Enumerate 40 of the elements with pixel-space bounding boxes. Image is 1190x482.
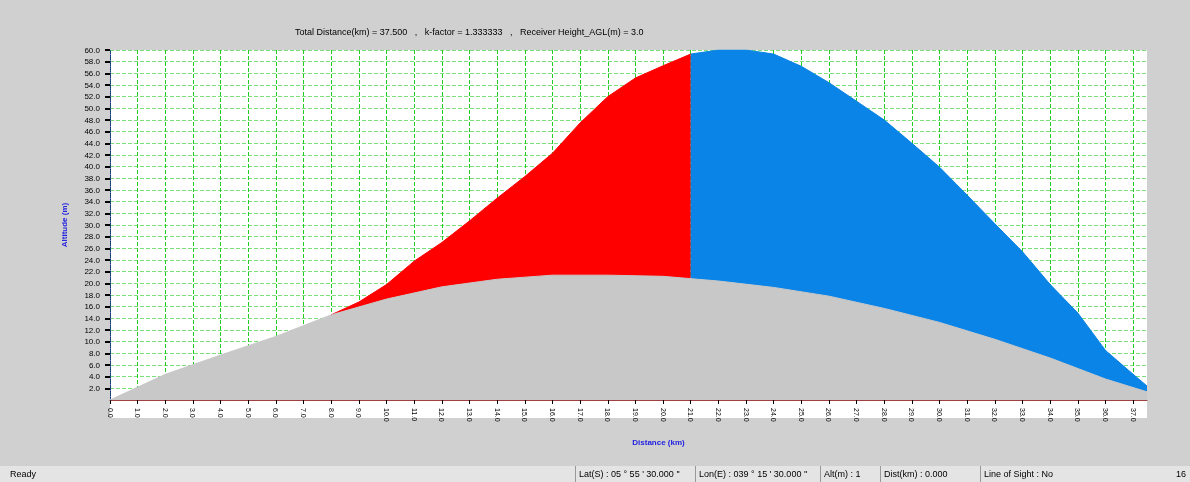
- y-tick-label: 44.0: [84, 138, 101, 148]
- y-tick-label: 20.0: [84, 278, 101, 288]
- text: Line of Sight : No: [980, 466, 1084, 482]
- y-tick-label: 6.0: [88, 360, 101, 370]
- chart-title: Total Distance(km) = 37.500 , k-factor = 1.333333 , Receiver Height_AGL(m) = 3.0: [295, 26, 644, 37]
- y-tick-label: 18.0: [84, 290, 101, 300]
- y-tick-label: 46.0: [84, 127, 101, 137]
- y-tick-label: 30.0: [84, 220, 101, 230]
- y-tick-label: 54.0: [84, 80, 101, 90]
- y-axis-title: Altitude (m): [59, 202, 69, 248]
- y-tick-label: 26.0: [84, 243, 101, 253]
- y-tick-label: 14.0: [84, 313, 101, 323]
- y-tick-label: 58.0: [84, 57, 101, 67]
- y-tick-label: 56.0: [84, 68, 101, 78]
- y-tick-label: 4.0: [88, 372, 101, 382]
- y-tick-label: 52.0: [84, 92, 101, 102]
- text: 16: [1175, 468, 1186, 481]
- y-tick-label: 10.0: [84, 337, 101, 347]
- y-tick-label: 8.0: [88, 348, 101, 358]
- text: Dist(km) : 0.000: [880, 466, 984, 482]
- y-tick-label: 60.0: [84, 45, 101, 55]
- y-tick-label: 34.0: [84, 197, 101, 207]
- y-tick-label: 42.0: [84, 150, 101, 160]
- text: Lat(S) : 05 ° 55 ' 30.000 '': [575, 466, 699, 482]
- text: Lon(E) : 039 ° 15 ' 30.000 '': [695, 466, 824, 482]
- y-tick-label: 2.0: [88, 383, 101, 393]
- y-tick-label: 28.0: [84, 232, 101, 242]
- y-tick-label: 24.0: [84, 255, 101, 265]
- y-tick-label: 36.0: [84, 185, 101, 195]
- y-tick-label: 48.0: [84, 115, 101, 125]
- y-tick-label: 32.0: [84, 208, 101, 218]
- text: Alt(m) : 1: [820, 466, 884, 482]
- y-tick-label: 38.0: [84, 173, 101, 183]
- x-axis-title: Distance (km): [632, 437, 686, 447]
- text: Ready: [10, 468, 37, 481]
- y-tick-label: 50.0: [84, 103, 101, 113]
- y-tick-label: 16.0: [84, 302, 101, 312]
- y-tick-label: 22.0: [84, 267, 101, 277]
- y-tick-label: 40.0: [84, 162, 101, 172]
- y-tick-label: 12.0: [84, 325, 101, 335]
